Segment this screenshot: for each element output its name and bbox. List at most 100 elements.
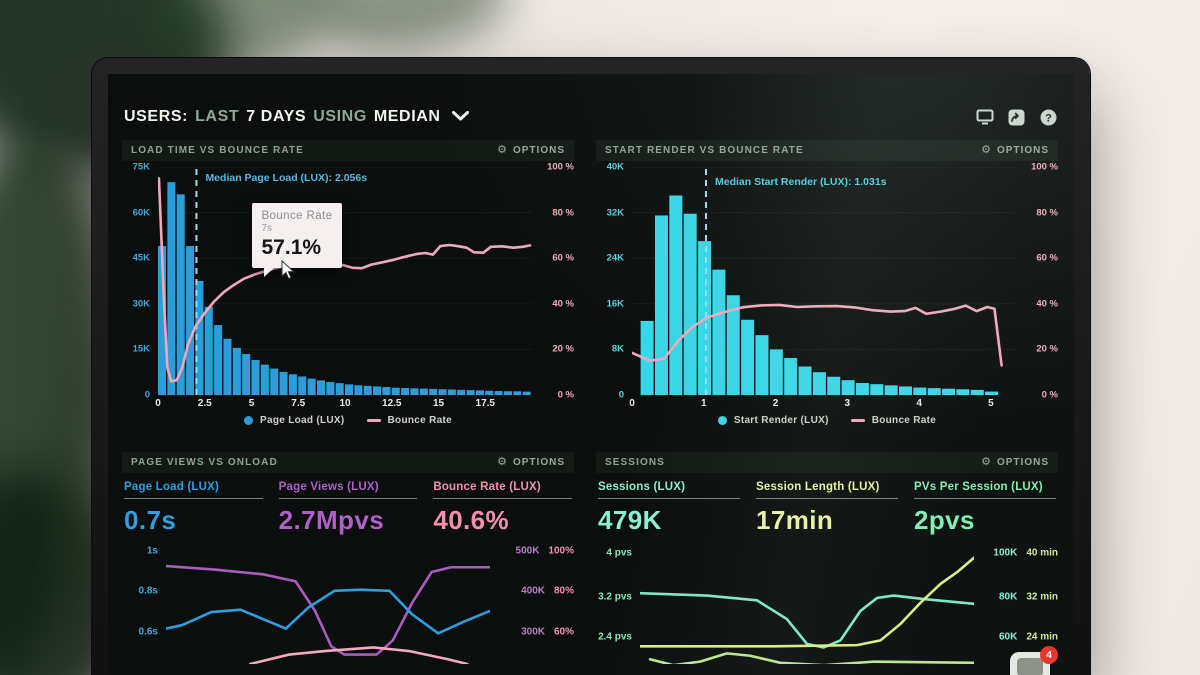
title-segment: MEDIAN xyxy=(373,108,441,125)
axis-tick: 1s xyxy=(146,545,158,557)
display-icon[interactable] xyxy=(975,109,994,126)
axis-tick: 5 xyxy=(988,398,994,409)
options-button[interactable]: ⚙ OPTIONS xyxy=(497,456,565,469)
metric-bounce-rate: Bounce Rate (LUX) 40.6% xyxy=(433,481,572,536)
axis-tick: 32K xyxy=(606,207,624,219)
axis-tick: 3 xyxy=(844,398,851,409)
panel-start-render-vs-bounce-rate: START RENDER VS BOUNCE RATE ⚙ OPTIONS 40K… xyxy=(596,140,1058,426)
axis-tick: 2.4 pvs xyxy=(598,631,632,643)
axis-tick: 60K xyxy=(132,207,150,219)
gear-icon: ⚙ xyxy=(981,456,992,468)
panel-load-time-vs-bounce-rate: LOAD TIME VS BOUNCE RATE ⚙ OPTIONS 75K 60K… xyxy=(122,140,574,426)
axis-tick: 10 xyxy=(339,398,351,409)
axis-tick: 0 xyxy=(144,389,150,401)
title-segment: LAST xyxy=(195,108,240,125)
start-render-histogram[interactable] xyxy=(632,167,1016,395)
axis-tick: 0.6s xyxy=(138,626,158,638)
axis-tick: 20 % xyxy=(1036,343,1058,355)
axis-tick: 16K xyxy=(606,298,624,310)
median-page-load-label: Median Page Load (LUX): 2.056s xyxy=(205,172,368,184)
histogram-plot[interactable]: Median Page Load (LUX): 2.056s Bounce Ra… xyxy=(158,167,532,395)
options-button[interactable]: ⚙ OPTIONS xyxy=(981,144,1049,157)
left-axis: 75K 60K 45K 30K 15K 0 xyxy=(122,162,152,401)
right-axis: 500K 100% 400K 80% 300K 60% xyxy=(494,545,574,664)
axis-tick: 4 pvs xyxy=(606,547,632,559)
axis-tick: 15K xyxy=(132,343,150,355)
load-time-histogram[interactable] xyxy=(158,167,532,395)
metric-page-views: Page Views (LUX) 2.7Mpvs xyxy=(278,481,418,536)
svg-text:?: ? xyxy=(1045,112,1052,124)
metric-page-load: Page Load (LUX) 0.7s xyxy=(124,481,263,536)
axis-tick: 7.5 xyxy=(291,398,306,409)
legend-line xyxy=(850,419,865,422)
mouse-cursor xyxy=(281,260,296,280)
axis-tick: 17.5 xyxy=(475,398,495,409)
gear-icon: ⚙ xyxy=(981,144,992,156)
legend-page-load[interactable]: Page Load (LUX) xyxy=(244,415,345,426)
metric-sessions: Sessions (LUX) 479K xyxy=(598,481,740,536)
metric-session-length: Session Length (LUX) 17min xyxy=(756,481,898,536)
left-axis: 1s 0.8s 0.6s xyxy=(122,545,162,664)
legend-bounce-rate[interactable]: Bounce Rate xyxy=(850,415,936,426)
help-icon[interactable]: ? xyxy=(1039,109,1058,126)
title-segment: USING xyxy=(313,108,367,125)
axis-tick: 100 % xyxy=(547,161,574,173)
median-start-render-label: Median Start Render (LUX): 1.031s xyxy=(715,176,887,188)
chat-widget-button[interactable]: 4 xyxy=(1010,646,1058,675)
axis-tick-row: 80K 32 min xyxy=(998,591,1058,603)
axis-tick-row: 60K 24 min xyxy=(998,631,1058,643)
axis-tick: 60 % xyxy=(1036,252,1058,264)
legend-line xyxy=(366,419,381,422)
page-views-onload-chart[interactable] xyxy=(166,546,490,664)
axis-tick: 0 % xyxy=(557,389,574,401)
axis-tick: 30K xyxy=(132,298,150,310)
line-chart[interactable] xyxy=(166,546,490,664)
title-segment: 7 DAYS xyxy=(246,108,307,125)
axis-tick: 60 % xyxy=(552,252,574,264)
metric-pvs-per-session: PVs Per Session (LUX) 2pvs xyxy=(914,481,1056,536)
users-range-dropdown[interactable]: USERS: LAST 7 DAYS USING MEDIAN xyxy=(124,108,469,126)
legend-bounce-rate[interactable]: Bounce Rate xyxy=(366,415,452,426)
plant-leaf xyxy=(313,0,517,66)
axis-tick: 2 xyxy=(772,398,779,409)
panel-sessions: SESSIONS ⚙ OPTIONS Sessions (LUX) 479K Se… xyxy=(596,452,1058,664)
axis-tick: 40K xyxy=(606,161,624,173)
bounce-rate-tooltip: Bounce Rate 7s 57.1% xyxy=(251,203,343,278)
right-axis: 100 % 80 % 60 % 40 % 20 % 0 % xyxy=(536,162,574,401)
axis-tick: 80 % xyxy=(1036,207,1058,219)
axis-tick-row: 100K 40 min xyxy=(993,547,1058,559)
gear-icon: ⚙ xyxy=(497,144,508,156)
right-axis: 100 % 80 % 60 % 40 % 20 % 0 % xyxy=(1020,162,1058,401)
axis-tick: 75K xyxy=(132,161,150,173)
x-axis: 0 2.5 5 7.5 10 12.5 15 17.5 xyxy=(155,398,532,412)
panel-title: START RENDER VS BOUNCE RATE xyxy=(605,145,804,156)
chevron-down-icon xyxy=(451,108,469,126)
legend-dot xyxy=(244,416,254,425)
axis-tick-row: 400K 80% xyxy=(521,585,574,597)
histogram-plot[interactable]: Median Start Render (LUX): 1.031s xyxy=(632,167,1016,395)
axis-tick: 24K xyxy=(606,252,624,264)
axis-tick-row: 300K 60% xyxy=(521,626,574,638)
sessions-chart[interactable] xyxy=(640,546,974,664)
left-axis: 40K 32K 24K 16K 8K 0 xyxy=(596,162,626,401)
gear-icon: ⚙ xyxy=(497,456,508,468)
left-axis: 4 pvs 3.2 pvs 2.4 pvs xyxy=(596,546,636,664)
dashboard-screen: USERS: LAST 7 DAYS USING MEDIAN ? LOA xyxy=(108,74,1074,675)
legend-start-render[interactable]: Start Render (LUX) xyxy=(717,415,829,426)
axis-tick: 45K xyxy=(132,252,150,264)
line-chart[interactable] xyxy=(640,546,974,664)
axis-tick: 3.2 pvs xyxy=(598,591,632,603)
axis-tick: 0 % xyxy=(1041,389,1058,401)
panel-title: LOAD TIME VS BOUNCE RATE xyxy=(131,145,304,156)
axis-tick: 8K xyxy=(611,343,624,355)
share-icon[interactable] xyxy=(1007,109,1026,126)
options-button[interactable]: ⚙ OPTIONS xyxy=(497,144,565,157)
axis-tick: 1 xyxy=(700,398,707,409)
axis-tick: 12.5 xyxy=(382,398,402,409)
laptop: USERS: LAST 7 DAYS USING MEDIAN ? LOA xyxy=(92,58,1090,675)
x-axis: 0 1 2 3 4 5 xyxy=(629,398,1016,412)
options-button[interactable]: ⚙ OPTIONS xyxy=(981,456,1049,469)
right-axis: 100K 40 min 80K 32 min 60K 24 min xyxy=(978,546,1058,664)
title-segment: USERS: xyxy=(124,108,189,125)
axis-tick: 0.8s xyxy=(138,585,158,597)
